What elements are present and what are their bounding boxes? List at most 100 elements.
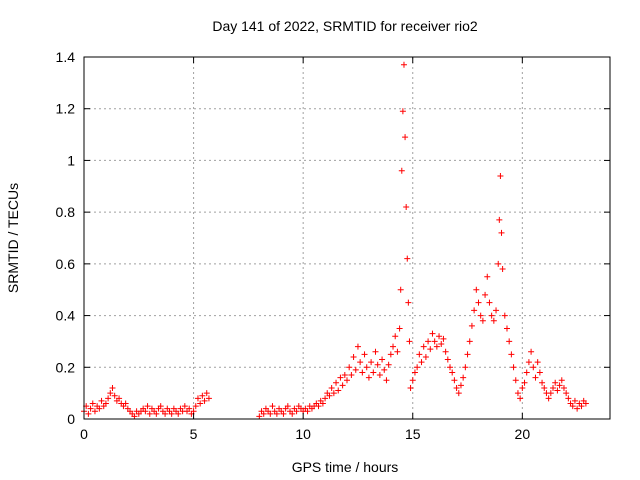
- data-point: [517, 395, 524, 402]
- data-point: [390, 343, 397, 350]
- data-point: [181, 403, 188, 410]
- y-axis-label: SRMTID / TECUs: [5, 183, 21, 293]
- y-tick-label: 1.4: [56, 49, 76, 65]
- data-point: [528, 348, 535, 355]
- data-point: [105, 395, 112, 402]
- y-tick-label: 0.2: [56, 359, 76, 375]
- data-point: [396, 325, 403, 332]
- data-point: [552, 379, 559, 386]
- data-point: [462, 364, 469, 371]
- data-point: [142, 408, 149, 415]
- data-point: [370, 369, 377, 376]
- data-point: [501, 312, 508, 319]
- data-point: [186, 405, 193, 412]
- data-point: [565, 395, 572, 402]
- data-point: [407, 384, 414, 391]
- data-point: [438, 341, 445, 348]
- data-point: [477, 312, 484, 319]
- data-point: [493, 307, 500, 314]
- data-point: [194, 395, 201, 402]
- data-point: [339, 382, 346, 389]
- data-point: [326, 392, 333, 399]
- data-point: [464, 351, 471, 358]
- data-point: [111, 392, 118, 399]
- data-point: [352, 366, 359, 373]
- data-point: [341, 372, 348, 379]
- data-point: [455, 390, 462, 397]
- y-tick-label: 0.4: [56, 308, 76, 324]
- data-point: [512, 377, 519, 384]
- data-point: [280, 410, 287, 417]
- data-point: [416, 351, 423, 358]
- data-point: [429, 330, 436, 337]
- data-point: [109, 384, 116, 391]
- data-point: [411, 369, 418, 376]
- data-point: [475, 299, 482, 306]
- grid-lines: [84, 57, 610, 419]
- data-point: [422, 353, 429, 360]
- data-point: [536, 369, 543, 376]
- data-point: [337, 374, 344, 381]
- data-point: [499, 266, 506, 273]
- data-point: [359, 369, 366, 376]
- data-point: [333, 379, 340, 386]
- data-point: [363, 364, 370, 371]
- data-point: [361, 351, 368, 358]
- data-point: [541, 384, 548, 391]
- data-point: [368, 359, 375, 366]
- data-point: [560, 384, 567, 391]
- data-point: [442, 348, 449, 355]
- data-point: [556, 382, 563, 389]
- x-tick-label: 10: [295, 426, 311, 442]
- data-point: [203, 390, 210, 397]
- data-point: [315, 403, 322, 410]
- data-point: [85, 410, 92, 417]
- data-point: [471, 307, 478, 314]
- data-point: [365, 374, 372, 381]
- data-point: [510, 364, 517, 371]
- data-point: [508, 351, 515, 358]
- y-tick-label: 0.6: [56, 256, 76, 272]
- data-point: [406, 338, 413, 345]
- data-point: [157, 403, 164, 410]
- data-point: [545, 395, 552, 402]
- data-point: [376, 372, 383, 379]
- data-point: [260, 410, 267, 417]
- data-point: [563, 390, 570, 397]
- data-point: [372, 348, 379, 355]
- y-axis-ticks: 0 0.2 0.4 0.6 0.8 1 1.2 1.4: [56, 49, 610, 427]
- data-point: [98, 397, 105, 404]
- data-point: [131, 413, 138, 420]
- data-point: [457, 382, 464, 389]
- data-point: [473, 286, 480, 293]
- data-point: [402, 134, 409, 141]
- data-point: [383, 377, 390, 384]
- data-point: [514, 390, 521, 397]
- data-point: [387, 351, 394, 358]
- data-point: [436, 333, 443, 340]
- data-point: [519, 384, 526, 391]
- data-point: [550, 384, 557, 391]
- data-point: [394, 348, 401, 355]
- y-tick-label: 1: [67, 152, 75, 168]
- data-point: [571, 397, 578, 404]
- y-tick-label: 0: [67, 411, 75, 427]
- data-point: [397, 286, 404, 293]
- data-point: [330, 390, 337, 397]
- data-point: [449, 369, 456, 376]
- data-point: [460, 374, 467, 381]
- data-point: [400, 61, 407, 68]
- data-point: [578, 403, 585, 410]
- data-point: [425, 338, 432, 345]
- data-point: [431, 338, 438, 345]
- data-point: [175, 410, 182, 417]
- data-point: [273, 410, 280, 417]
- data-point: [197, 400, 204, 407]
- x-axis-ticks: 0 5 10 15 20: [80, 57, 530, 442]
- x-axis-label: GPS time / hours: [292, 459, 399, 475]
- data-point: [554, 387, 561, 394]
- data-point: [404, 255, 411, 262]
- data-point: [335, 387, 342, 394]
- data-point: [418, 359, 425, 366]
